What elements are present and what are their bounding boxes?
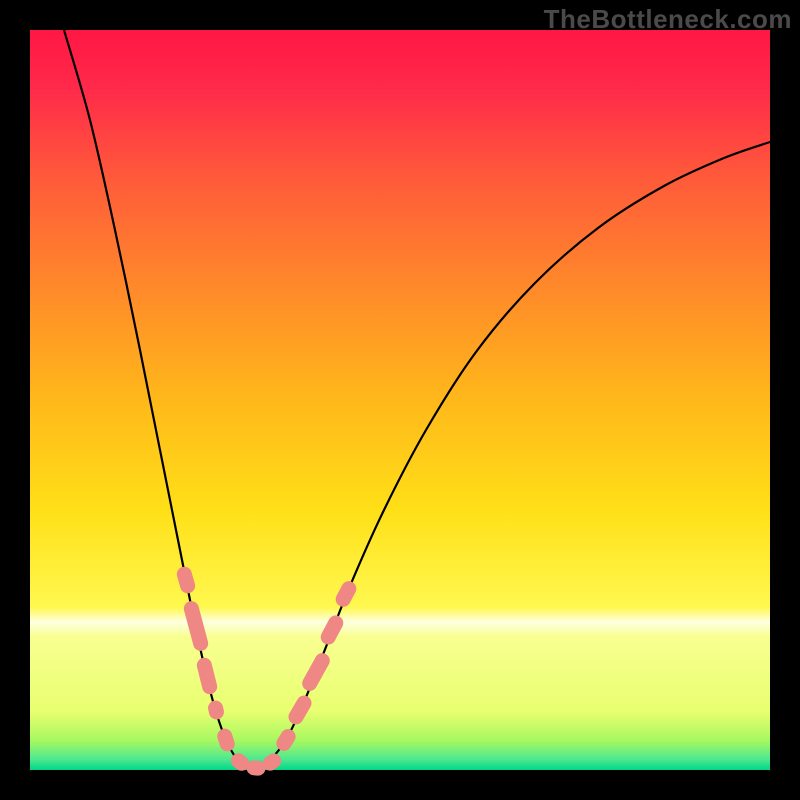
plot-background — [30, 30, 770, 770]
watermark-text: TheBottleneck.com — [544, 4, 792, 35]
curve-marker — [246, 760, 265, 776]
bottleneck-chart — [0, 0, 800, 800]
